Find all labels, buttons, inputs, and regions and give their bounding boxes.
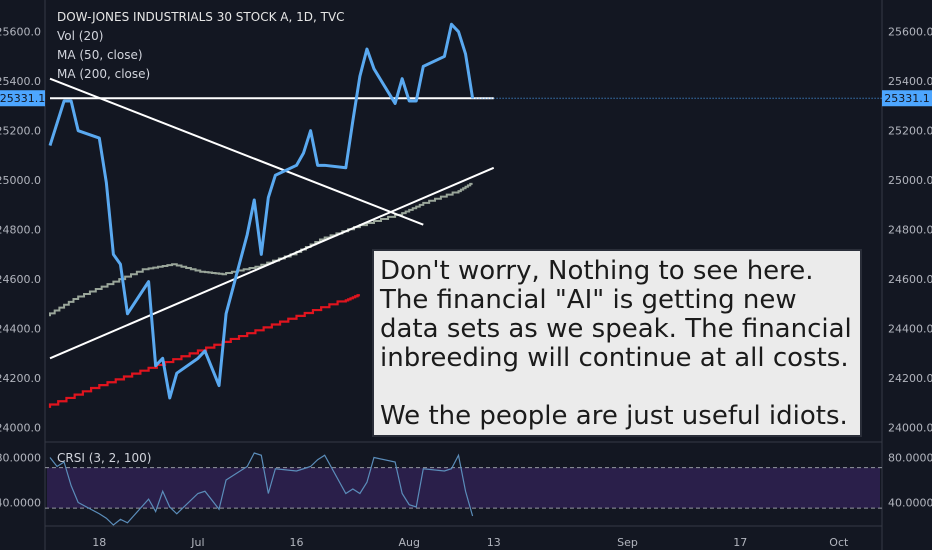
rsi-line	[49, 452, 474, 526]
y-tick-label-right: 25200.0	[888, 125, 932, 138]
y-tick-label-right: 25600.0	[888, 26, 932, 39]
x-tick-label: 18	[92, 536, 106, 549]
x-tick-label: 17	[733, 536, 747, 549]
legend-vol[interactable]: Vol (20)	[57, 29, 104, 43]
y-tick-label-left: 25000.0	[0, 174, 41, 187]
y-tick-label-right: 24600.0	[888, 273, 932, 286]
rsi-band-fill	[47, 467, 880, 509]
y-tick-label-left: 25200.0	[0, 125, 41, 138]
y-tick-label-left: 25600.0	[0, 26, 41, 39]
x-tick-label: 16	[290, 536, 304, 549]
last-price-tag-right	[882, 90, 932, 107]
rsi-tick-label-left: 80.0000	[0, 452, 41, 465]
legend-ma200[interactable]: MA (200, close)	[57, 67, 151, 81]
rsi-tick-label-left: 40.0000	[0, 497, 41, 510]
y-tick-label-right: 24400.0	[888, 323, 932, 336]
x-tick-label: 13	[487, 536, 501, 549]
chart-legend: DOW-JONES INDUSTRIALS 30 STOCK A, 1D, TV…	[57, 8, 345, 84]
text-annotation[interactable]: Don't worry, Nothing to see here. The fi…	[372, 249, 862, 437]
last-price-label-left: 25331.1	[0, 92, 45, 105]
y-tick-label-right: 24800.0	[888, 224, 932, 237]
y-tick-label-left: 24000.0	[0, 422, 41, 435]
last-price-tag-left	[0, 90, 45, 107]
trendline-0	[49, 77, 424, 226]
y-tick-label-right: 24000.0	[888, 422, 932, 435]
symbol-title[interactable]: DOW-JONES INDUSTRIALS 30 STOCK A, 1D, TV…	[57, 10, 345, 24]
rsi-legend[interactable]: CRSI (3, 2, 100)	[57, 451, 152, 465]
x-tick-label: Aug	[398, 536, 419, 549]
x-tick-label: Sep	[617, 536, 638, 549]
rsi-tick-label-right: 80.0000	[888, 452, 932, 465]
y-tick-label-right: 24200.0	[888, 372, 932, 385]
y-tick-label-left: 25400.0	[0, 75, 41, 88]
price-line	[48, 22, 475, 400]
y-tick-label-right: 25400.0	[888, 75, 932, 88]
rsi-tick-label-right: 40.0000	[888, 497, 932, 510]
last-price-label-right: 25331.1	[884, 92, 930, 105]
x-tick-label: Oct	[829, 536, 849, 549]
trendline-1	[49, 166, 495, 360]
y-tick-label-left: 24200.0	[0, 372, 41, 385]
y-tick-label-right: 25000.0	[888, 174, 932, 187]
y-tick-label-left: 24400.0	[0, 323, 41, 336]
y-tick-label-left: 24800.0	[0, 224, 41, 237]
x-tick-label: Jul	[190, 536, 204, 549]
y-tick-label-left: 24600.0	[0, 273, 41, 286]
legend-ma50[interactable]: MA (50, close)	[57, 48, 143, 62]
